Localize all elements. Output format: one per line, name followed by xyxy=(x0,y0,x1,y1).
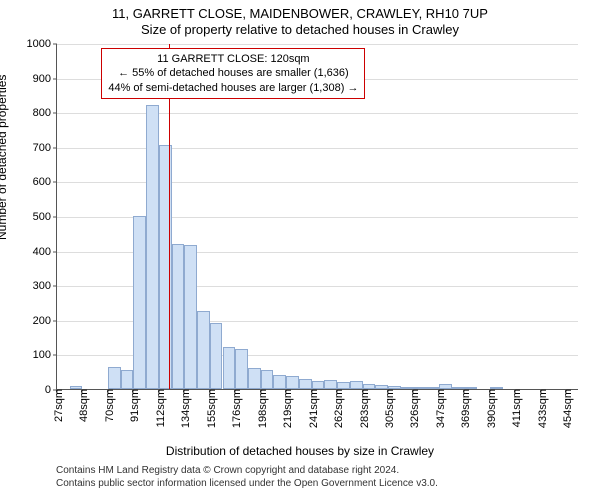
xtick-label: 176sqm xyxy=(231,389,243,428)
histogram-bar xyxy=(172,244,185,389)
attribution-line-1: Contains HM Land Registry data © Crown c… xyxy=(56,465,438,478)
ytick-label: 400 xyxy=(33,246,57,258)
histogram-bar xyxy=(133,216,146,389)
histogram-bar xyxy=(223,347,236,389)
gridline xyxy=(57,182,578,183)
plot-area: 0100200300400500600700800900100027sqm48s… xyxy=(56,44,578,390)
gridline xyxy=(57,113,578,114)
xtick-label: 347sqm xyxy=(435,389,447,428)
histogram-bar xyxy=(312,381,325,389)
histogram-bar xyxy=(108,367,121,389)
attribution-text: Contains HM Land Registry data © Crown c… xyxy=(56,465,438,490)
xtick-label: 390sqm xyxy=(486,389,498,428)
xtick-label: 70sqm xyxy=(104,389,116,422)
histogram-bar xyxy=(146,105,159,389)
xtick-label: 411sqm xyxy=(511,389,523,427)
xtick-label: 433sqm xyxy=(537,389,549,428)
annotation-box: 11 GARRETT CLOSE: 120sqm ← 55% of detach… xyxy=(101,48,365,99)
histogram-bar xyxy=(350,381,363,389)
xtick-label: 262sqm xyxy=(333,389,345,428)
chart-title-line1: 11, GARRETT CLOSE, MAIDENBOWER, CRAWLEY,… xyxy=(0,6,600,21)
annotation-line-1: 11 GARRETT CLOSE: 120sqm xyxy=(108,52,358,66)
ytick-label: 500 xyxy=(33,211,57,223)
ytick-label: 1000 xyxy=(27,38,57,50)
attribution-line-2: Contains public sector information licen… xyxy=(56,478,438,491)
xtick-label: 326sqm xyxy=(409,389,421,428)
ytick-label: 200 xyxy=(33,315,57,327)
xtick-label: 369sqm xyxy=(460,389,472,428)
histogram-bar xyxy=(121,370,134,389)
xtick-label: 283sqm xyxy=(359,389,371,428)
histogram-bar xyxy=(299,379,312,389)
xtick-label: 27sqm xyxy=(53,389,65,422)
gridline xyxy=(57,44,578,45)
y-axis-label: Number of detached properties xyxy=(0,75,9,240)
xtick-label: 48sqm xyxy=(78,389,90,422)
x-axis-label: Distribution of detached houses by size … xyxy=(0,444,600,458)
ytick-label: 800 xyxy=(33,107,57,119)
histogram-bar xyxy=(273,375,286,389)
xtick-label: 155sqm xyxy=(206,389,218,428)
ytick-label: 100 xyxy=(33,349,57,361)
xtick-label: 198sqm xyxy=(257,389,269,428)
histogram-bar xyxy=(324,380,337,389)
xtick-label: 112sqm xyxy=(155,389,167,427)
histogram-bar xyxy=(235,349,248,389)
annotation-line-2: ← 55% of detached houses are smaller (1,… xyxy=(108,66,358,80)
ytick-label: 900 xyxy=(33,73,57,85)
histogram-bar xyxy=(337,382,350,389)
histogram-bar xyxy=(261,370,274,389)
chart-title-line2: Size of property relative to detached ho… xyxy=(0,22,600,37)
histogram-bar xyxy=(210,323,223,389)
histogram-bar xyxy=(184,245,197,389)
xtick-label: 305sqm xyxy=(384,389,396,428)
ytick-label: 300 xyxy=(33,280,57,292)
histogram-bar xyxy=(248,368,261,389)
histogram-bar xyxy=(197,311,210,389)
ytick-label: 700 xyxy=(33,142,57,154)
property-size-histogram: 11, GARRETT CLOSE, MAIDENBOWER, CRAWLEY,… xyxy=(0,0,600,500)
gridline xyxy=(57,148,578,149)
xtick-label: 219sqm xyxy=(282,389,294,428)
xtick-label: 134sqm xyxy=(180,389,192,428)
annotation-line-3: 44% of semi-detached houses are larger (… xyxy=(108,81,358,95)
histogram-bar xyxy=(286,376,299,389)
ytick-label: 600 xyxy=(33,176,57,188)
xtick-label: 91sqm xyxy=(129,389,141,422)
xtick-label: 241sqm xyxy=(308,389,320,428)
xtick-label: 454sqm xyxy=(562,389,574,428)
